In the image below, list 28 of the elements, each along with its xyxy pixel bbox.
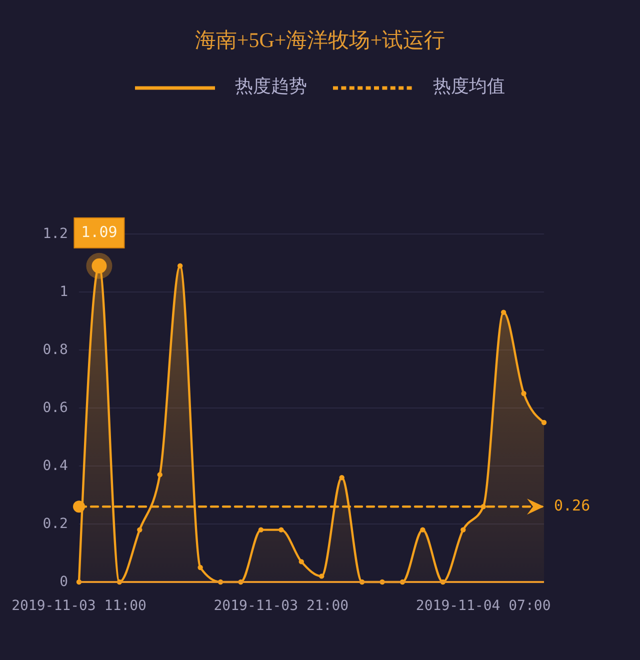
point <box>339 475 344 480</box>
legend-label: 热度趋势 <box>235 76 307 96</box>
point <box>420 527 426 532</box>
point <box>198 564 203 570</box>
point <box>541 420 547 426</box>
x-tick-label: 2019-11-03 11:00 <box>12 598 146 614</box>
point <box>278 527 284 532</box>
x-tick-label: 2019-11-03 21:00 <box>214 598 349 614</box>
point <box>298 559 304 564</box>
y-tick-label: 0.2 <box>42 516 68 532</box>
y-tick-label: 0.4 <box>42 458 68 474</box>
point <box>177 263 183 268</box>
point <box>258 527 264 532</box>
y-tick-label: 0.8 <box>42 342 68 358</box>
y-tick-label: 0.6 <box>42 400 68 416</box>
x-tick-label: 2019-11-04 07:00 <box>416 598 551 614</box>
point <box>319 574 324 579</box>
point <box>521 390 526 396</box>
point <box>500 310 506 315</box>
legend-label: 热度均值 <box>433 76 505 96</box>
y-tick-label: 0 <box>60 574 68 590</box>
point <box>157 472 162 478</box>
point <box>137 527 142 532</box>
title: 海南+5G+海洋牧场+试运行 <box>194 28 446 52</box>
y-tick-label: 1 <box>60 284 68 300</box>
point <box>460 527 466 532</box>
y-tick-label: 1.2 <box>42 226 68 242</box>
data-label: 1.09 <box>81 222 118 242</box>
